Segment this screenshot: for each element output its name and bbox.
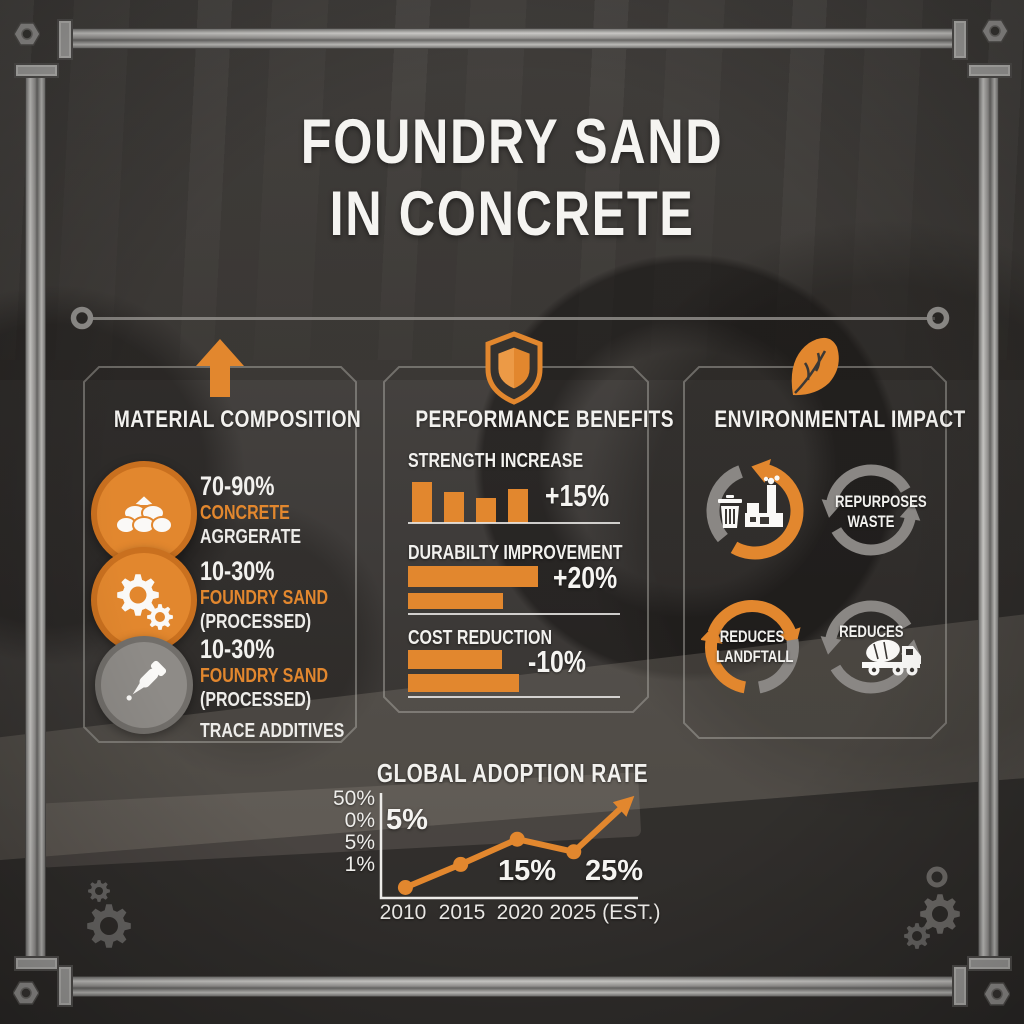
x-label-2010: 2010 [348, 901, 458, 925]
divider-line [93, 317, 935, 320]
material-1-percent: 70-90% [200, 471, 274, 501]
arrow-up-icon [196, 339, 244, 397]
material-heading-text: MATERIAL COMPOSITION [114, 406, 361, 434]
foundry-sand-circle [91, 547, 197, 653]
recycle-cell [703, 459, 807, 563]
material-3-percent: 10-30% [200, 634, 274, 664]
environment-heading-text: ENVIRONMENTAL IMPACT [714, 406, 965, 434]
performance-heading: PERFORMANCE BENEFITS [383, 406, 673, 434]
aggregate-pile-icon [115, 494, 173, 534]
material-item-3: 10-30% FOUNDRY SAND (PROCESSED) TRACE AD… [200, 634, 380, 743]
environment-panel-outline [683, 366, 947, 739]
stat-divider [408, 613, 620, 615]
material-heading: MATERIAL COMPOSITION [83, 406, 361, 434]
cycle-arrows-icon [821, 464, 921, 556]
material-2-percent: 10-30% [200, 556, 274, 586]
x-label-2020: 2020 [465, 901, 575, 925]
stat-divider [408, 696, 620, 698]
frame-cap-bottom-left [57, 965, 73, 1007]
material-1-detail: AGRGERATE [200, 525, 301, 549]
factory-icon [745, 475, 783, 527]
cycle-arrows-icon [701, 600, 801, 694]
leaf-icon [791, 337, 839, 396]
reduces-landfill-cell: REDUCES LANDFTALL [701, 596, 803, 698]
frame-cap-right-top [967, 63, 1012, 78]
repurposes-waste-label: REPURPOSES WASTE [820, 492, 927, 532]
h-bar [408, 674, 519, 692]
cost-label: COST REDUCTION [408, 627, 588, 650]
additives-circle [95, 636, 193, 734]
strength-value: +15% [545, 478, 625, 514]
y-tick-0: 0% [300, 809, 375, 833]
performance-panel-outline [383, 366, 649, 713]
frame-cap-left-bottom [14, 956, 59, 971]
frame-cap-top-left [57, 19, 73, 60]
point-label-2025: 25% [585, 855, 643, 888]
dropper-icon [126, 660, 166, 701]
recycle-arrows-icon [706, 459, 804, 560]
title-line-2: IN CONCRETE [330, 178, 695, 250]
material-panel-outline [83, 366, 357, 743]
x-label-2015: 2015 [407, 901, 517, 925]
frame-cap-right-bottom [967, 956, 1012, 971]
material-2-name: FOUNDRY SAND [200, 586, 328, 610]
point-label-2010: 5% [386, 804, 428, 837]
material-item-1: 70-90% CONCRETE AGRGERATE [200, 471, 326, 549]
repurposes-waste-cell: REPURPOSES WASTE [820, 459, 927, 561]
shield-icon [485, 331, 543, 405]
durability-label: DURABILTY IMPROVEMENT [408, 542, 676, 565]
strength-label: STRENGTH INCREASE [408, 450, 627, 473]
h-bar [408, 593, 503, 609]
frame-cap-bottom-right [952, 965, 968, 1007]
durability-value: +20% [553, 560, 633, 596]
x-label-2025: 2025 (EST.) [530, 901, 680, 925]
trash-can-icon [718, 495, 742, 528]
environment-heading: ENVIRONMENTAL IMPACT [683, 406, 965, 434]
gears-icon [117, 574, 173, 630]
adoption-heading: GLOBAL ADOPTION RATE [312, 758, 712, 789]
h-bar [408, 650, 502, 669]
point-label-2020: 15% [498, 855, 556, 888]
frame-cap-top-right [952, 19, 968, 60]
material-3-detail: (PROCESSED) [200, 688, 311, 712]
page-title: FOUNDRY SAND IN CONCRETE [162, 106, 862, 250]
material-2-detail: (PROCESSED) [200, 610, 311, 634]
stat-divider [408, 522, 620, 524]
performance-heading-text: PERFORMANCE BENEFITS [415, 406, 674, 434]
y-tick-50: 50% [300, 787, 375, 811]
y-tick-1: 1% [300, 853, 375, 877]
strength-bar-chart [412, 482, 528, 523]
cost-value: -10% [528, 644, 600, 680]
reduces-label: REDUCES [820, 622, 922, 642]
decor-gears-icon [87, 880, 131, 948]
material-1-name: CONCRETE [200, 501, 290, 525]
mixer-truck-icon [862, 639, 921, 676]
y-tick-5: 5% [300, 831, 375, 855]
durability-bar-chart [408, 566, 538, 615]
material-3-name: FOUNDRY SAND [200, 664, 328, 688]
h-bar [408, 566, 538, 587]
cost-bar-chart [408, 650, 519, 697]
decor-gears-icon [904, 866, 960, 949]
material-3-extra: TRACE ADDITIVES [200, 719, 344, 743]
reduces-landfill-label: REDUCES LANDFTALL [701, 627, 803, 667]
adoption-line-chart [379, 793, 638, 900]
material-item-2: 10-30% FOUNDRY SAND (PROCESSED) [200, 556, 360, 634]
frame-cap-left-top [14, 63, 59, 78]
title-line-1: FOUNDRY SAND [301, 106, 723, 178]
reduces-cell: REDUCES [820, 596, 922, 698]
